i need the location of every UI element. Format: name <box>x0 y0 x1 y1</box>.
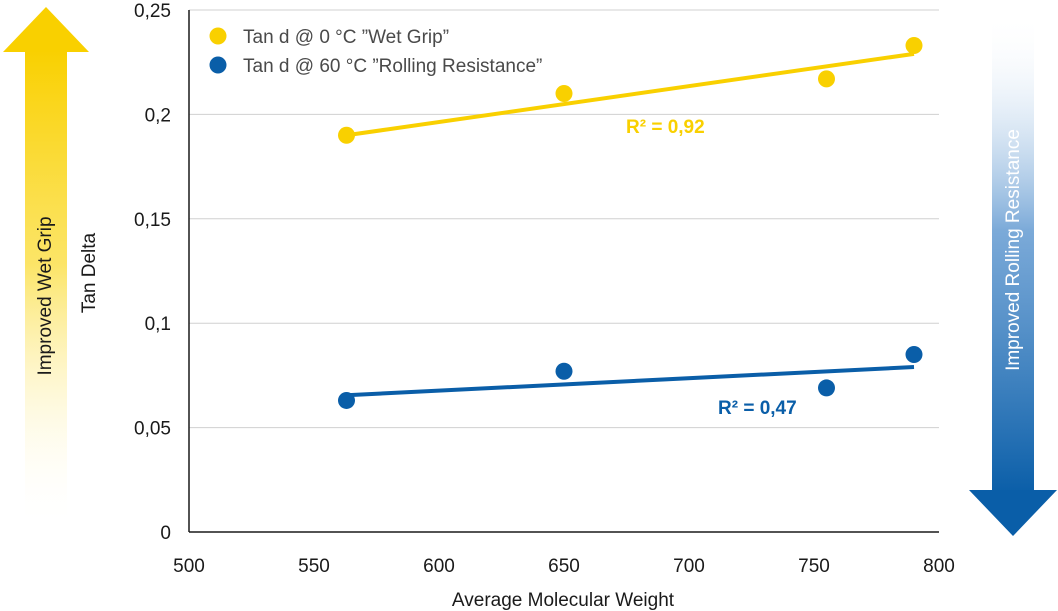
x-tick-label: 500 <box>173 556 205 577</box>
data-point-series-0 <box>818 70 835 88</box>
legend-marker-rolling-resistance <box>209 56 227 74</box>
x-tick-label: 600 <box>423 556 455 577</box>
wet-grip-arrow: Improved Wet Grip <box>3 7 89 528</box>
rolling-resistance-arrow-shaft <box>992 14 1034 494</box>
rolling-resistance-arrow-label: Improved Rolling Resistance <box>1003 129 1024 371</box>
legend-label-wet-grip: Tan d @ 0 °C ”Wet Grip” <box>243 27 449 48</box>
x-tick-label: 700 <box>673 556 705 577</box>
wet-grip-arrow-shaft <box>25 50 67 528</box>
y-tick-label: 0,05 <box>134 419 171 440</box>
r2-label-rolling-resistance: R² = 0,47 <box>718 398 797 419</box>
plot-area: 0 0,05 0,1 0,15 0,2 0,25 500 550 600 650 700 750 800 <box>134 1 955 577</box>
x-tick-label: 800 <box>923 556 955 577</box>
y-tick-label: 0,15 <box>134 210 171 231</box>
y-tick-label: 0,25 <box>134 1 171 22</box>
rolling-resistance-arrow-head <box>969 490 1057 536</box>
legend: Tan d @ 0 °C ”Wet Grip” Tan d @ 60 °C ”R… <box>209 27 542 77</box>
data-point-series-1 <box>905 346 923 364</box>
legend-marker-wet-grip <box>209 27 227 45</box>
trendline-series-0 <box>346 51 915 138</box>
legend-label-rolling-resistance: Tan d @ 60 °C ”Rolling Resistance” <box>243 56 542 77</box>
x-tick-label: 650 <box>548 556 580 577</box>
data-point-series-1 <box>818 379 835 397</box>
wet-grip-arrow-head <box>3 7 89 52</box>
data-point-series-0 <box>905 36 923 54</box>
y-axis-title: Tan Delta <box>79 232 100 313</box>
rolling-resistance-arrow: Improved Rolling Resistance <box>969 14 1057 536</box>
x-tick-label: 750 <box>798 556 830 577</box>
legend-item-rolling-resistance: Tan d @ 60 °C ”Rolling Resistance” <box>209 56 542 77</box>
r2-label-wet-grip: R² = 0,92 <box>626 117 705 138</box>
y-tick-label: 0,1 <box>145 314 171 335</box>
legend-item-wet-grip: Tan d @ 0 °C ”Wet Grip” <box>209 27 449 48</box>
x-tick-label: 550 <box>298 556 330 577</box>
y-tick-label: 0,2 <box>145 105 171 126</box>
data-point-series-1 <box>555 362 573 380</box>
x-axis-title: Average Molecular Weight <box>452 590 675 611</box>
wet-grip-arrow-label: Improved Wet Grip <box>35 216 56 375</box>
data-point-series-0 <box>338 126 355 144</box>
data-point-series-0 <box>555 85 573 103</box>
y-tick-label: 0 <box>160 523 171 544</box>
data-point-series-1 <box>338 391 355 409</box>
trendline-series-1 <box>346 365 915 398</box>
